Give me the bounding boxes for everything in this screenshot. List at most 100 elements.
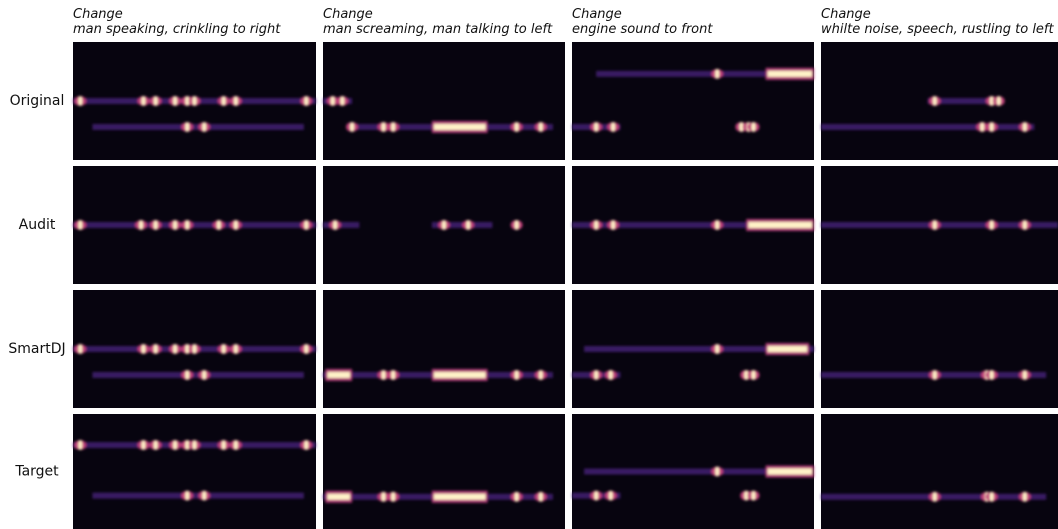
panel-background xyxy=(73,414,316,529)
energy-peak xyxy=(222,96,226,106)
energy-peak xyxy=(515,370,519,380)
energy-peak xyxy=(990,370,994,380)
energy-peak xyxy=(185,220,189,230)
column-prefix: Change xyxy=(572,7,622,22)
energy-peak xyxy=(78,220,82,230)
energy-peak xyxy=(594,220,598,230)
figure: Changeman speaking, crinkling to rightCh… xyxy=(0,0,1058,529)
energy-peak xyxy=(609,491,613,501)
energy-band xyxy=(821,124,1034,130)
energy-peak xyxy=(752,370,756,380)
spectrogram-panel xyxy=(572,42,814,160)
energy-band xyxy=(92,372,303,378)
energy-peak xyxy=(139,220,143,230)
energy-peak xyxy=(539,370,543,380)
energy-peak xyxy=(327,372,350,378)
energy-peak xyxy=(193,344,197,354)
energy-peak xyxy=(1023,220,1027,230)
energy-peak xyxy=(997,96,1001,106)
row-label: SmartDJ xyxy=(8,341,65,357)
spectrogram-panel xyxy=(323,166,565,284)
energy-peak xyxy=(202,370,206,380)
energy-peak xyxy=(217,220,221,230)
column-caption: engine sound to front xyxy=(572,22,713,37)
spectrogram-panel xyxy=(572,166,814,284)
panel-background xyxy=(323,290,565,408)
energy-peak xyxy=(234,440,238,450)
energy-peak xyxy=(609,370,613,380)
energy-peak xyxy=(154,220,158,230)
spectrogram-panel xyxy=(73,414,316,529)
energy-peak xyxy=(768,346,808,352)
energy-peak xyxy=(515,220,519,230)
energy-peak xyxy=(1023,122,1027,132)
energy-peak xyxy=(990,492,994,502)
energy-peak xyxy=(185,122,189,132)
energy-peak xyxy=(333,220,337,230)
energy-peak xyxy=(193,96,197,106)
spectrogram-panel xyxy=(821,42,1058,160)
energy-peak xyxy=(304,440,308,450)
energy-peak xyxy=(185,491,189,501)
spectrogram-panel xyxy=(572,414,814,529)
energy-peak xyxy=(173,440,177,450)
energy-peak xyxy=(327,494,350,500)
energy-peak xyxy=(539,492,543,502)
energy-peak xyxy=(304,220,308,230)
energy-peak xyxy=(434,124,486,130)
energy-peak xyxy=(350,122,354,132)
energy-peak xyxy=(594,370,598,380)
column-caption: man screaming, man talking to left xyxy=(323,22,553,37)
energy-peak xyxy=(154,344,158,354)
panel-background xyxy=(821,290,1058,408)
energy-peak xyxy=(611,122,615,132)
energy-peak xyxy=(391,122,395,132)
energy-peak xyxy=(202,491,206,501)
column-prefix: Change xyxy=(821,7,871,22)
energy-peak xyxy=(611,220,615,230)
panel-background xyxy=(323,414,565,529)
energy-peak xyxy=(768,469,812,475)
energy-peak xyxy=(715,467,719,477)
energy-peak xyxy=(78,440,82,450)
energy-band xyxy=(323,222,359,228)
row-label: Audit xyxy=(19,217,56,233)
energy-peak xyxy=(340,96,344,106)
energy-peak xyxy=(933,220,937,230)
spectrogram-panel xyxy=(323,290,565,408)
energy-band xyxy=(92,124,303,130)
row-label: Original xyxy=(10,93,65,109)
spectrogram-panel xyxy=(73,42,316,160)
energy-peak xyxy=(234,96,238,106)
spectrogram-panel xyxy=(73,290,316,408)
panel-background xyxy=(323,42,565,160)
energy-peak xyxy=(391,370,395,380)
energy-peak xyxy=(1023,370,1027,380)
energy-peak xyxy=(173,344,177,354)
energy-peak xyxy=(173,220,177,230)
energy-peak xyxy=(752,122,756,132)
row-label: Target xyxy=(14,464,59,480)
energy-peak xyxy=(434,494,486,500)
energy-peak xyxy=(193,440,197,450)
energy-peak xyxy=(434,372,486,378)
energy-peak xyxy=(715,69,719,79)
panel-background xyxy=(821,414,1058,529)
spectrogram-panel xyxy=(821,166,1058,284)
energy-peak xyxy=(515,122,519,132)
energy-peak xyxy=(715,220,719,230)
energy-peak xyxy=(222,440,226,450)
energy-peak xyxy=(933,370,937,380)
energy-peak xyxy=(391,492,395,502)
spectrogram-panel xyxy=(821,414,1058,529)
energy-peak xyxy=(304,96,308,106)
spectrogram-panel xyxy=(73,166,316,284)
energy-peak xyxy=(594,491,598,501)
energy-band xyxy=(92,493,303,499)
energy-peak xyxy=(185,370,189,380)
energy-peak xyxy=(141,96,145,106)
energy-peak xyxy=(466,220,470,230)
energy-peak xyxy=(715,344,719,354)
energy-peak xyxy=(222,344,226,354)
energy-peak xyxy=(234,344,238,354)
